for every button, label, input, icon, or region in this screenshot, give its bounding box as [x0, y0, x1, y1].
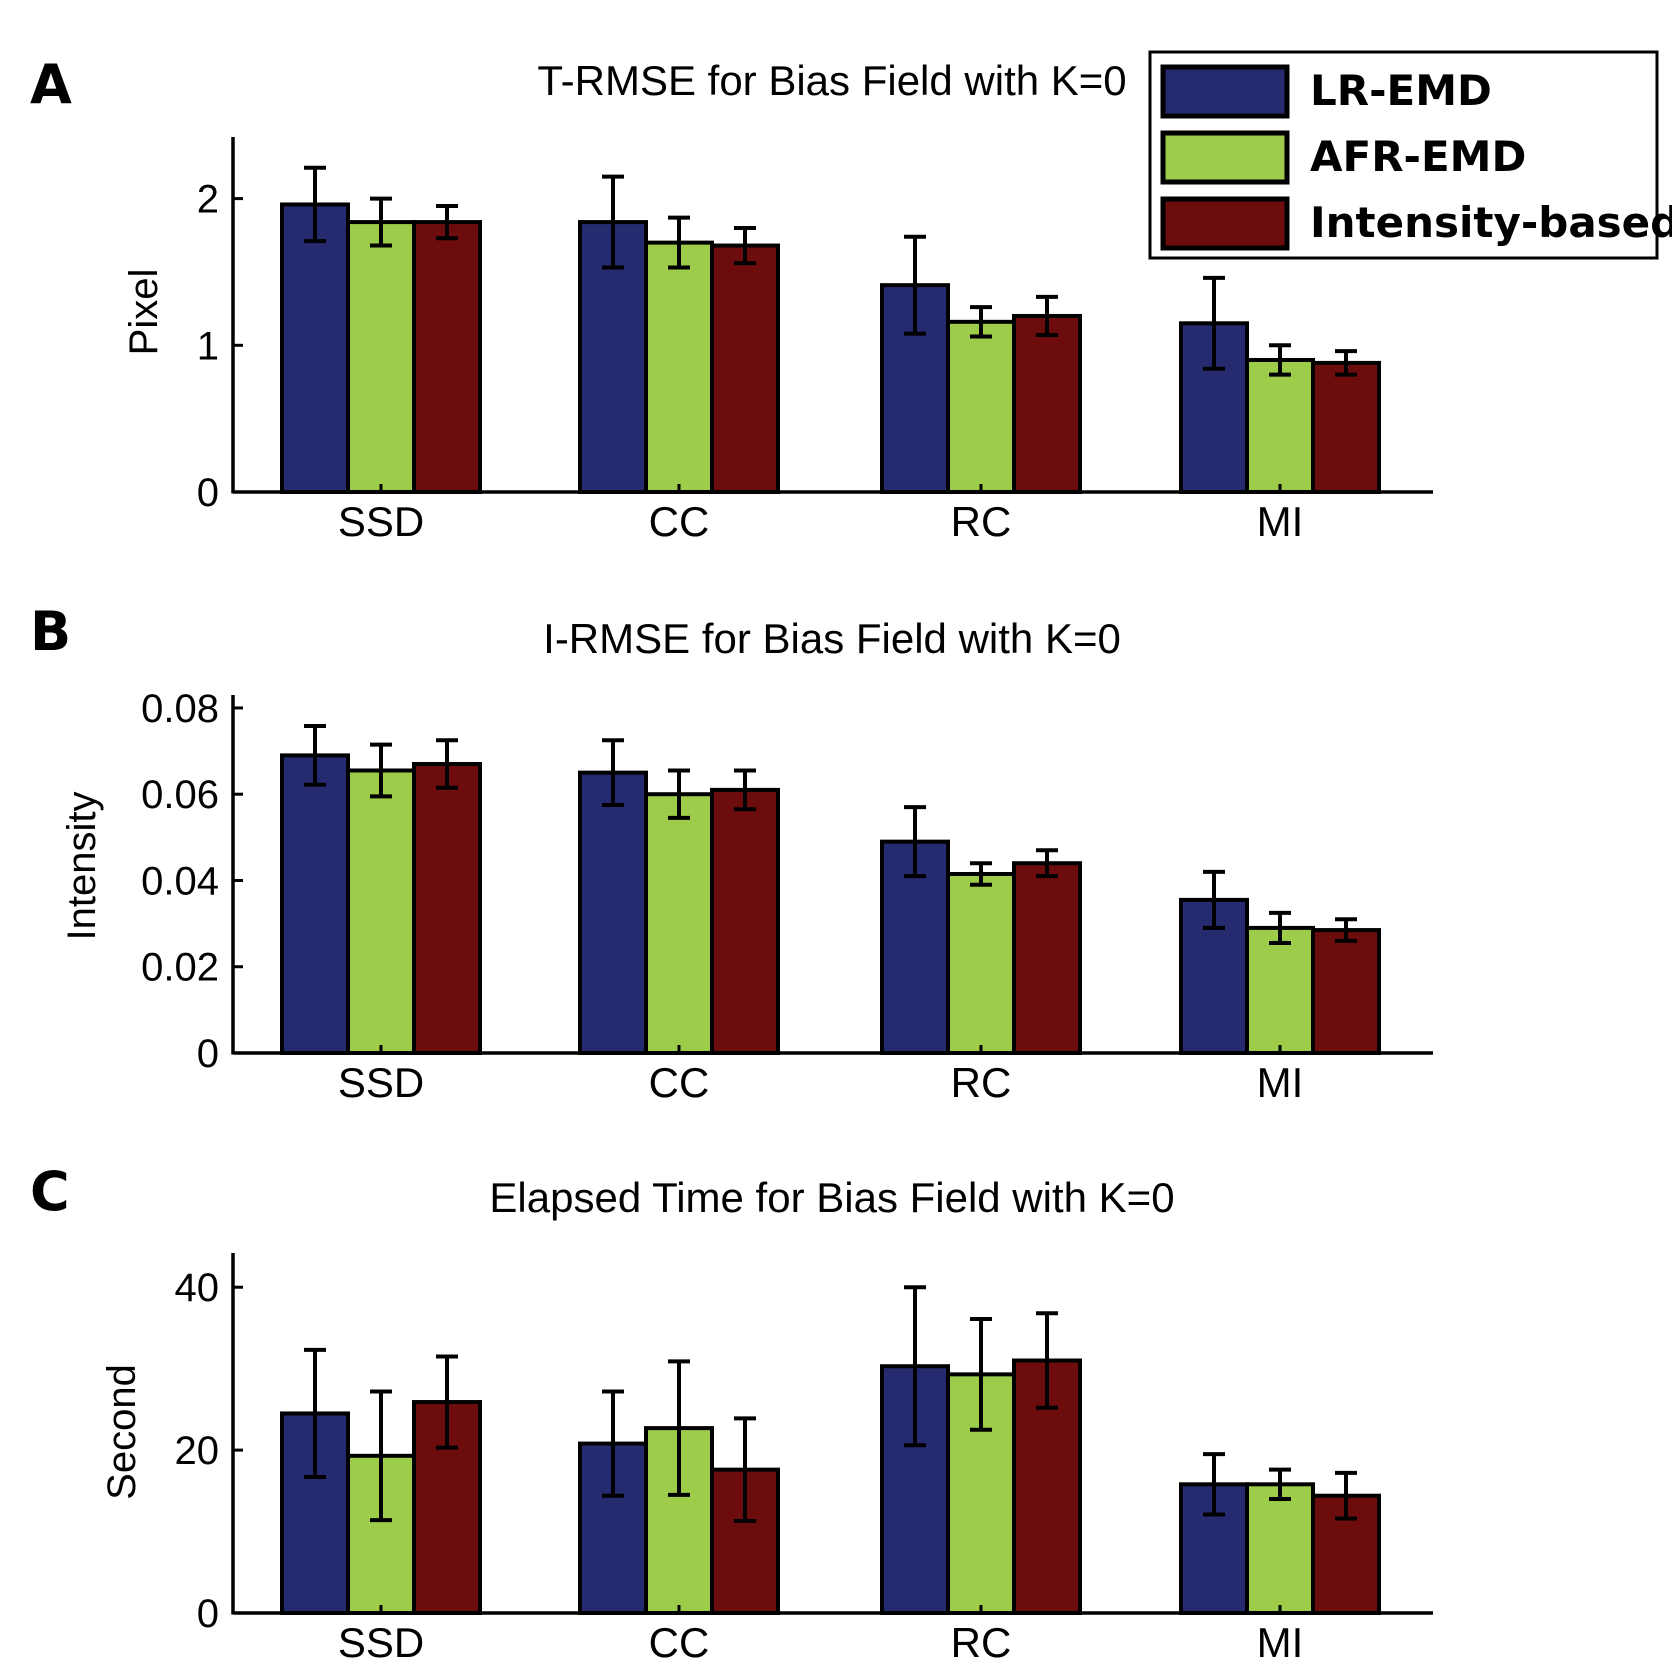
panel-letter: C	[30, 1160, 70, 1223]
panel-letter: B	[30, 600, 71, 663]
y-tick-label: 0	[197, 1592, 219, 1636]
legend-swatch-afr-emd	[1160, 130, 1290, 185]
y-tick-label: 0	[197, 471, 219, 515]
bar-intensity-based-rc	[1012, 861, 1082, 1055]
bar-afr-emd-mi	[1245, 925, 1315, 1055]
x-tick-label-mi: MI	[1257, 498, 1304, 545]
x-tick-label-rc: RC	[951, 1059, 1012, 1106]
y-axis-label: Second	[100, 1364, 144, 1500]
y-tick-label: 0.04	[141, 859, 219, 903]
chart-title: T-RMSE for Bias Field with K=0	[537, 57, 1126, 104]
x-tick-label-mi: MI	[1257, 1059, 1304, 1106]
y-tick-label: 0	[197, 1032, 219, 1076]
panel-c: C Elapsed Time for Bias Field with K=0 S…	[30, 1160, 1433, 1666]
y-axis-label: Intensity	[60, 792, 104, 941]
x-tick-label-cc: CC	[649, 498, 710, 545]
x-tick-label-cc: CC	[649, 1059, 710, 1106]
legend-swatch-intensity-based	[1160, 196, 1290, 251]
chart-title: Elapsed Time for Bias Field with K=0	[489, 1174, 1174, 1221]
x-tick-label-cc: CC	[649, 1619, 710, 1666]
y-axis-label: Pixel	[122, 269, 166, 356]
y-tick-label: 0.02	[141, 946, 219, 990]
x-tick-label-ssd: SSD	[338, 1619, 424, 1666]
panel-letter: A	[30, 53, 72, 116]
bar-afr-emd-ssd	[346, 220, 416, 494]
bar-afr-emd-ssd	[346, 768, 416, 1055]
bar-afr-emd-mi	[1245, 1482, 1315, 1616]
legend-label-intensity-based: Intensity-based	[1310, 198, 1672, 247]
bar-intensity-based-ssd	[412, 220, 482, 494]
bar-intensity-based-rc	[1012, 313, 1082, 494]
bar-lr-emd-ssd	[280, 753, 350, 1056]
bar-intensity-based-cc	[710, 243, 780, 494]
x-tick-label-ssd: SSD	[338, 1059, 424, 1106]
bar-afr-emd-rc	[946, 872, 1016, 1055]
bar-afr-emd-cc	[644, 240, 714, 494]
panel-b: B I-RMSE for Bias Field with K=0 Intensi…	[30, 600, 1433, 1106]
bar-lr-emd-ssd	[280, 202, 350, 494]
panel-a: A T-RMSE for Bias Field with K=0 Pixel 0…	[30, 53, 1433, 545]
y-tick-label: 20	[175, 1429, 220, 1473]
bar-afr-emd-rc	[946, 319, 1016, 494]
bar-intensity-based-mi	[1311, 928, 1381, 1055]
bar-lr-emd-cc	[578, 770, 648, 1055]
bar-intensity-based-ssd	[412, 762, 482, 1055]
legend-swatch-lr-emd	[1160, 64, 1290, 119]
legend-label-lr-emd: LR-EMD	[1310, 66, 1492, 115]
y-tick-label: 40	[175, 1266, 220, 1310]
legend-label-afr-emd: AFR-EMD	[1310, 132, 1526, 181]
x-tick-label-rc: RC	[951, 498, 1012, 545]
bar-intensity-based-cc	[710, 787, 780, 1055]
y-tick-label: 0.08	[141, 687, 219, 731]
legend: LR-EMD AFR-EMD Intensity-based	[1148, 50, 1672, 260]
y-tick-label: 1	[197, 324, 219, 368]
x-tick-label-rc: RC	[951, 1619, 1012, 1666]
bar-intensity-based-mi	[1311, 360, 1381, 494]
x-tick-label-ssd: SSD	[338, 498, 424, 545]
x-tick-label-mi: MI	[1257, 1619, 1304, 1666]
bar-afr-emd-cc	[644, 792, 714, 1055]
chart-title: I-RMSE for Bias Field with K=0	[543, 615, 1121, 662]
y-tick-label: 0.06	[141, 773, 219, 817]
y-tick-label: 2	[197, 178, 219, 222]
bar-afr-emd-mi	[1245, 357, 1315, 495]
